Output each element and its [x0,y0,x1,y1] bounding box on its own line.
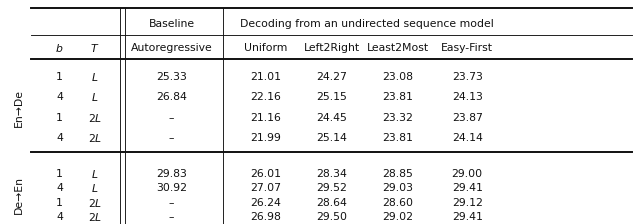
Text: –: – [169,212,174,222]
Text: 26.84: 26.84 [156,93,187,102]
Text: 23.81: 23.81 [383,133,413,143]
Text: Decoding from an undirected sequence model: Decoding from an undirected sequence mod… [239,19,493,28]
Text: 29.50: 29.50 [316,212,347,222]
Text: $2L$: $2L$ [88,211,102,223]
Text: 24.13: 24.13 [452,93,483,102]
Text: 29.12: 29.12 [452,198,483,208]
Text: $L$: $L$ [91,182,99,194]
Text: $2L$: $2L$ [88,132,102,144]
Text: 26.98: 26.98 [250,212,281,222]
Text: 29.41: 29.41 [452,212,483,222]
Text: $2L$: $2L$ [88,197,102,209]
Text: –: – [169,198,174,208]
Text: 27.07: 27.07 [250,183,281,193]
Text: 26.24: 26.24 [250,198,281,208]
Text: 28.60: 28.60 [383,198,413,208]
Text: 23.87: 23.87 [452,113,483,123]
Text: $2L$: $2L$ [88,112,102,124]
Text: 22.16: 22.16 [250,93,281,102]
Text: 4: 4 [56,93,63,102]
Text: $T$: $T$ [90,42,99,54]
Text: Left2Right: Left2Right [303,43,360,53]
Text: 25.33: 25.33 [156,72,187,82]
Text: 21.16: 21.16 [250,113,281,123]
Text: 23.08: 23.08 [383,72,413,82]
Text: 30.92: 30.92 [156,183,187,193]
Text: 21.01: 21.01 [250,72,281,82]
Text: $b$: $b$ [55,42,64,54]
Text: 24.27: 24.27 [316,72,347,82]
Text: 25.15: 25.15 [316,93,347,102]
Text: 29.00: 29.00 [452,169,483,179]
Text: $L$: $L$ [91,71,99,83]
Text: Uniform: Uniform [244,43,287,53]
Text: 1: 1 [56,113,63,123]
Text: 4: 4 [56,133,63,143]
Text: 28.34: 28.34 [316,169,347,179]
Text: 26.01: 26.01 [250,169,281,179]
Text: 28.85: 28.85 [383,169,413,179]
Text: 28.64: 28.64 [316,198,347,208]
Text: De→En: De→En [14,177,24,214]
Text: 1: 1 [56,72,63,82]
Text: –: – [169,133,174,143]
Text: 21.99: 21.99 [250,133,281,143]
Text: 29.52: 29.52 [316,183,347,193]
Text: 4: 4 [56,183,63,193]
Text: 4: 4 [56,212,63,222]
Text: 23.73: 23.73 [452,72,483,82]
Text: 1: 1 [56,169,63,179]
Text: 24.14: 24.14 [452,133,483,143]
Text: Baseline: Baseline [148,19,195,28]
Text: En→De: En→De [14,88,24,127]
Text: 23.81: 23.81 [383,93,413,102]
Text: $L$: $L$ [91,168,99,180]
Text: 24.45: 24.45 [316,113,347,123]
Text: Easy-First: Easy-First [441,43,493,53]
Text: 29.83: 29.83 [156,169,187,179]
Text: 23.32: 23.32 [383,113,413,123]
Text: 29.41: 29.41 [452,183,483,193]
Text: 25.14: 25.14 [316,133,347,143]
Text: 1: 1 [56,198,63,208]
Text: $L$: $L$ [91,91,99,103]
Text: –: – [169,113,174,123]
Text: Autoregressive: Autoregressive [131,43,212,53]
Text: 29.02: 29.02 [383,212,413,222]
Text: 29.03: 29.03 [383,183,413,193]
Text: Least2Most: Least2Most [367,43,429,53]
